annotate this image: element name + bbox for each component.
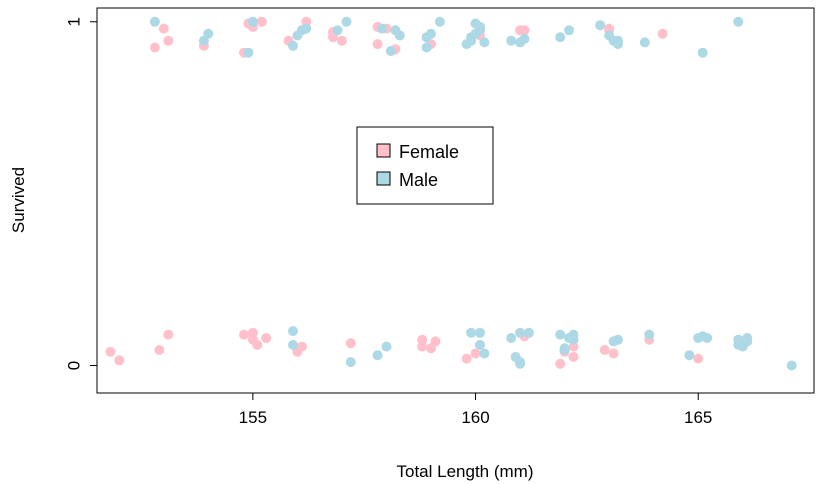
legend: Female Male — [356, 126, 494, 205]
point-male-12 — [515, 357, 526, 368]
y-tick-label-0: 0 — [65, 361, 84, 370]
point-male-64 — [555, 32, 566, 43]
point-female-5 — [247, 327, 258, 338]
point-male-72 — [697, 47, 708, 58]
point-male-48 — [394, 30, 405, 41]
point-female-29 — [163, 35, 174, 46]
point-female-10 — [296, 341, 307, 352]
point-male-19 — [568, 334, 579, 345]
point-female-8 — [261, 333, 272, 343]
data-points — [105, 16, 797, 371]
legend-swatch-male — [376, 171, 391, 186]
point-female-11 — [345, 338, 356, 349]
point-female-7 — [252, 339, 263, 350]
x-axis-title: Total Length (mm) — [397, 462, 534, 481]
y-tick-label-1: 1 — [65, 17, 84, 26]
point-male-71 — [639, 37, 650, 48]
point-male-32 — [742, 336, 753, 347]
point-female-1 — [114, 355, 125, 366]
point-male-44 — [341, 16, 352, 27]
y-axis: 01 — [65, 17, 98, 370]
legend-label-male: Male — [399, 170, 438, 190]
point-male-15 — [555, 329, 566, 340]
x-tick-label-0: 155 — [239, 408, 267, 427]
y-ticks: 01 — [65, 17, 97, 370]
point-female-4 — [239, 329, 249, 340]
point-male-0 — [288, 339, 298, 350]
point-female-28 — [158, 23, 169, 34]
point-female-52 — [657, 28, 668, 39]
point-male-43 — [332, 25, 343, 36]
point-female-16 — [461, 353, 472, 364]
point-male-1 — [288, 326, 298, 337]
point-female-48 — [519, 25, 530, 36]
point-female-23 — [599, 345, 610, 355]
point-female-17 — [470, 348, 481, 359]
point-male-50 — [421, 42, 432, 53]
x-tick-label-1: 160 — [461, 408, 489, 427]
point-male-9 — [506, 333, 517, 343]
point-male-73 — [733, 16, 744, 27]
point-male-65 — [564, 25, 575, 36]
point-female-15 — [430, 336, 441, 347]
point-male-34 — [149, 16, 160, 27]
point-male-38 — [247, 16, 258, 27]
point-male-5 — [466, 327, 477, 338]
point-male-3 — [372, 350, 383, 361]
x-ticks: 155 160 165 — [239, 393, 712, 427]
point-male-63 — [519, 33, 530, 44]
point-male-6 — [475, 327, 485, 338]
y-axis-title: Survived — [9, 167, 28, 233]
legend-box — [356, 126, 494, 205]
point-male-45 — [377, 23, 387, 34]
point-male-60 — [479, 37, 490, 48]
point-female-2 — [154, 345, 165, 355]
point-male-36 — [203, 28, 214, 39]
point-female-19 — [555, 358, 566, 369]
x-tick-label-2: 165 — [684, 408, 712, 427]
point-male-2 — [345, 357, 356, 368]
point-male-13 — [515, 327, 526, 338]
point-male-46 — [385, 46, 396, 56]
point-male-27 — [702, 333, 713, 343]
point-male-14 — [524, 327, 534, 338]
point-female-27 — [149, 42, 160, 53]
point-female-22 — [568, 341, 579, 352]
point-female-21 — [568, 351, 579, 362]
point-male-24 — [684, 350, 695, 361]
point-male-52 — [434, 16, 445, 27]
point-male-37 — [243, 47, 254, 58]
point-male-4 — [381, 341, 392, 352]
x-axis: 155 160 165 — [239, 392, 712, 427]
point-female-12 — [417, 334, 428, 345]
point-male-33 — [786, 360, 797, 371]
point-male-20 — [559, 345, 570, 355]
point-female-3 — [163, 329, 174, 340]
point-male-70 — [613, 35, 623, 46]
legend-swatch-female — [376, 143, 391, 158]
point-female-34 — [256, 16, 267, 27]
point-male-51 — [426, 28, 436, 39]
point-female-26 — [693, 353, 704, 364]
point-male-39 — [288, 40, 298, 51]
point-male-59 — [475, 25, 485, 36]
point-male-66 — [595, 20, 606, 31]
point-female-39 — [336, 35, 347, 46]
point-female-0 — [105, 346, 116, 357]
point-female-13 — [417, 341, 428, 352]
point-male-8 — [479, 348, 490, 359]
point-male-23 — [644, 329, 655, 340]
point-male-22 — [613, 334, 623, 345]
point-female-41 — [372, 39, 383, 50]
legend-label-female: Female — [399, 142, 459, 162]
point-female-24 — [608, 348, 619, 359]
point-male-7 — [475, 339, 485, 350]
point-male-42 — [301, 23, 312, 34]
point-male-61 — [506, 35, 517, 46]
